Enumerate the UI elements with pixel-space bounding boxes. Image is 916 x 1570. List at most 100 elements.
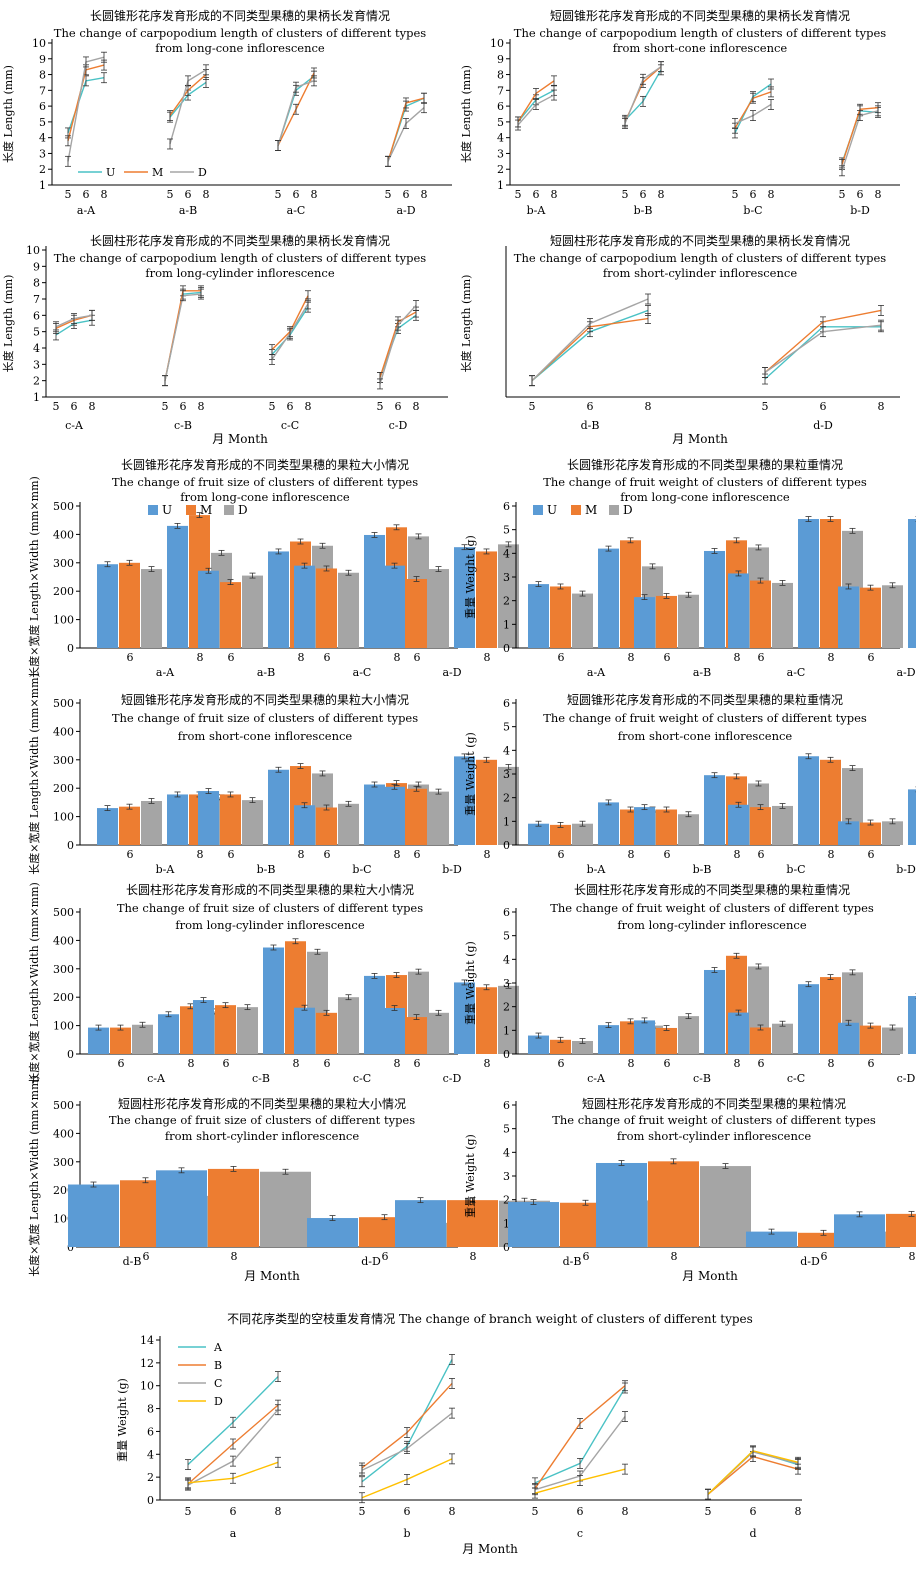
y-tick-label: 5: [503, 1123, 510, 1136]
group-label: c-B: [174, 419, 192, 432]
chart-subtitle: from short-cylinder inflorescence: [603, 266, 797, 280]
y-tick-label: 1: [33, 391, 40, 404]
y-tick-label: 6: [147, 1425, 154, 1438]
x-tick-label: 5: [269, 400, 276, 413]
bar-U: [508, 1202, 559, 1247]
x-tick-label: 8: [484, 1057, 491, 1070]
bar-D: [132, 1024, 153, 1054]
bar-M: [656, 1027, 677, 1054]
y-tick-label: 6: [503, 1099, 510, 1112]
x-tick-label: 6: [558, 1057, 565, 1070]
bar-D: [338, 572, 359, 648]
x-tick-label: 8: [628, 651, 635, 664]
series-line-D: [164, 293, 202, 381]
x-axis-title: 月 Month: [212, 432, 268, 446]
bar-D: [428, 1012, 449, 1054]
bar-U: [798, 756, 819, 845]
chart-subtitle: The change of fruit weight of clusters o…: [543, 711, 867, 725]
x-tick-label: 5: [185, 1505, 192, 1518]
y-axis-label: 长度 Length (mm): [1, 275, 15, 373]
legend-label-U: U: [547, 503, 557, 517]
group-label: a-A: [156, 666, 175, 679]
bar-M: [119, 806, 140, 845]
bar-U: [268, 769, 289, 845]
chart-subtitle: The change of fruit size of clusters of …: [109, 1113, 415, 1127]
bar-U: [198, 791, 219, 845]
y-tick-label: 8: [497, 69, 504, 82]
group-label: d: [749, 1527, 756, 1540]
y-tick-label: 200: [53, 782, 74, 795]
x-tick-label: 5: [622, 188, 629, 201]
bar-M: [220, 582, 241, 648]
group-label: c-C: [281, 419, 299, 432]
bar-U: [728, 804, 749, 845]
legend-swatch-D: [609, 505, 619, 515]
bar-M: [820, 977, 841, 1054]
bar-U: [908, 996, 916, 1054]
y-tick-label: 4: [503, 547, 510, 560]
x-tick-label: 5: [377, 400, 384, 413]
x-tick-label: 8: [394, 1057, 401, 1070]
chart-subtitle: The change of carpopodium length of clus…: [54, 26, 426, 40]
y-tick-label: 0: [503, 1048, 510, 1061]
y-tick-label: 7: [33, 293, 40, 306]
group-label: a-B: [179, 204, 197, 217]
x-tick-label: 8: [449, 1505, 456, 1518]
y-tick-label: 8: [147, 1403, 154, 1416]
x-tick-label: 6: [577, 1505, 584, 1518]
x-tick-label: 8: [828, 651, 835, 664]
y-tick-label: 100: [53, 811, 74, 824]
legend-label-D: D: [623, 503, 633, 517]
bar-D: [882, 821, 903, 845]
bar-U: [263, 947, 284, 1054]
y-tick-label: 6: [503, 697, 510, 710]
legend-label-D: D: [198, 166, 207, 179]
x-tick-label: 8: [298, 651, 305, 664]
chart-subtitle: The change of carpopodium length of clus…: [514, 251, 886, 265]
legend-label-U: U: [162, 503, 172, 517]
bar-U: [97, 808, 118, 845]
y-tick-label: 2: [503, 1001, 510, 1014]
bar-D: [700, 1166, 751, 1247]
y-tick-label: 1: [503, 815, 510, 828]
group-label: a-B: [257, 666, 275, 679]
y-tick-label: 3: [497, 147, 504, 160]
bar-U: [634, 1020, 655, 1054]
bar-M: [550, 1039, 571, 1054]
legend-label-C: C: [214, 1377, 222, 1390]
bar-D: [882, 1027, 903, 1054]
y-tick-label: 2: [503, 595, 510, 608]
y-tick-label: 0: [503, 1241, 510, 1254]
chart-subtitle: The change of fruit weight of clusters o…: [550, 901, 874, 915]
bar-U: [268, 551, 289, 648]
x-tick-label: 6: [324, 848, 331, 861]
group-label: d-B: [123, 1255, 142, 1268]
y-tick-label: 3: [39, 147, 46, 160]
bar-U: [834, 1214, 885, 1247]
bar-D: [498, 544, 519, 648]
bar-D: [498, 766, 519, 845]
bar-U: [908, 519, 916, 648]
bar-U: [384, 1007, 405, 1054]
y-tick-label: 400: [53, 934, 74, 947]
bar-U: [454, 982, 475, 1054]
series-line-D: [387, 107, 425, 162]
y-tick-label: 500: [53, 1099, 74, 1112]
y-axis-label: 长度 Length (mm): [459, 275, 473, 373]
y-axis-label: 长度 Length (mm): [1, 65, 15, 163]
bar-D: [882, 585, 903, 648]
group-label: b-A: [587, 863, 607, 876]
chart-title: 长圆柱形花序发育形成的不同类型果穗的果柄长发育情况: [90, 233, 390, 248]
chart-subtitle: from short-cone inflorescence: [613, 41, 788, 55]
y-tick-label: 0: [147, 1494, 154, 1507]
series-line-M: [164, 290, 201, 381]
y-tick-label: 3: [503, 768, 510, 781]
x-axis-title: 月 Month: [672, 432, 728, 446]
group-label: a-C: [353, 666, 372, 679]
y-tick-label: 5: [503, 721, 510, 734]
legend-label-M: M: [152, 166, 163, 179]
x-tick-label: 8: [305, 400, 312, 413]
group-label: b-D: [442, 863, 462, 876]
y-tick-label: 0: [67, 642, 74, 655]
